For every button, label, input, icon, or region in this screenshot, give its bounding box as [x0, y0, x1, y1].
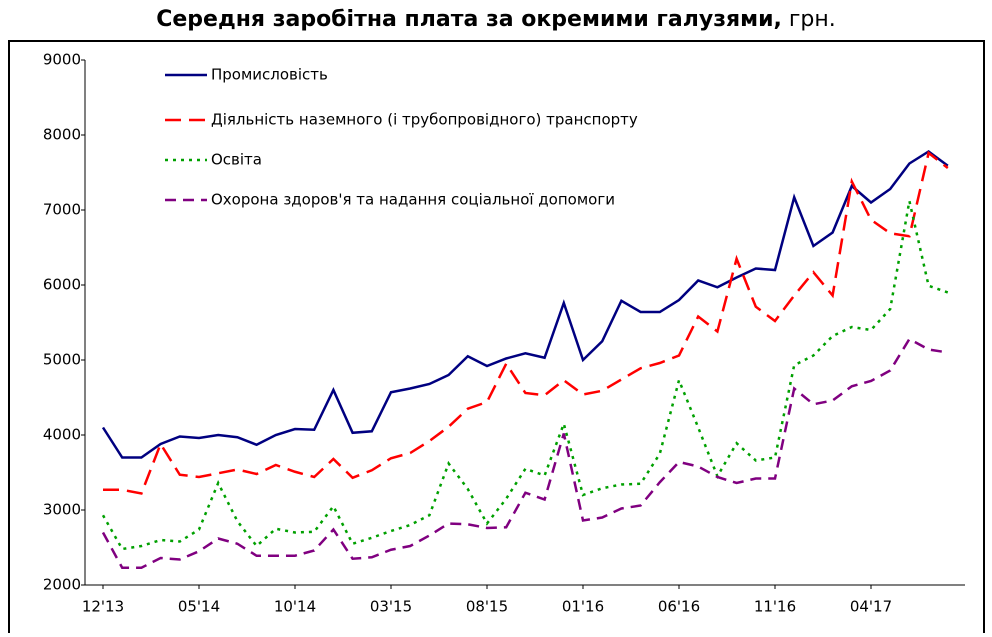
chart-title: Середня заробітна плата за окремими галу…: [156, 7, 782, 32]
x-tick-label: 01'16: [562, 598, 604, 616]
y-tick-label: 3000: [43, 501, 81, 519]
chart-title-group: Середня заробітна плата за окремими галу…: [156, 7, 836, 32]
series-line: [103, 150, 949, 495]
legend-label: Освіта: [211, 151, 262, 169]
x-tick-label: 08'15: [466, 598, 508, 616]
series-line: [101, 337, 948, 569]
series-line: [101, 200, 949, 551]
legend-label: Діяльність наземного (і трубопровідного)…: [211, 111, 638, 129]
x-tick-label: 10'14: [274, 598, 316, 616]
legend-label: Промисловість: [211, 66, 328, 84]
x-tick-label: 12'13: [82, 598, 124, 616]
y-tick-label: 9000: [43, 51, 81, 69]
y-tick-label: 7000: [43, 201, 81, 219]
x-tick-label: 11'16: [754, 598, 796, 616]
y-tick-label: 4000: [43, 426, 81, 444]
y-tick-label: 8000: [43, 126, 81, 144]
x-tick-label: 05'14: [178, 598, 220, 616]
y-tick-label: 5000: [43, 351, 81, 369]
x-tick-label: 04'17: [850, 598, 892, 616]
chart-title-unit: грн.: [789, 7, 836, 32]
y-tick-label: 6000: [43, 276, 81, 294]
x-tick-label: 06'16: [658, 598, 700, 616]
x-tick-label: 03'15: [370, 598, 412, 616]
y-tick-label: 2000: [43, 576, 81, 594]
legend-label: Охорона здоров'я та надання соціальної д…: [211, 191, 615, 209]
series-line: [101, 149, 949, 459]
